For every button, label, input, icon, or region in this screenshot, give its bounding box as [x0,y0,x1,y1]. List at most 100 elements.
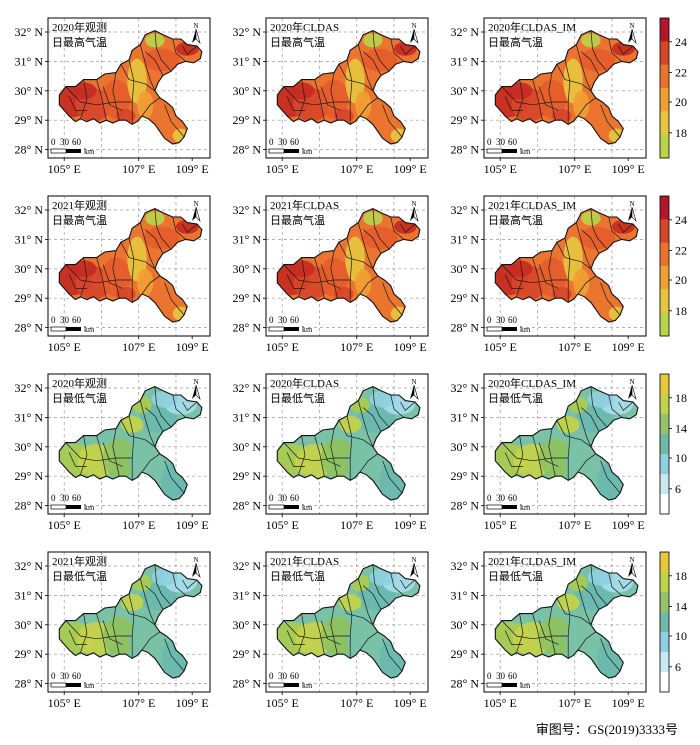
scalebar-tick: 30 [60,671,70,681]
panel-subtitle: 日最低气温 [52,569,107,583]
y-tick-label: 32° N [233,203,262,217]
county-boundary [382,104,403,138]
x-tick-label: 107° E [558,518,591,532]
county-boundary [144,585,164,610]
x-tick-label: 105° E [266,518,299,532]
scalebar-tick: 0 [487,493,492,503]
county-boundary [556,242,592,270]
panel-title: 2020年观测 [52,20,107,34]
county-boundary [182,223,198,233]
y-tick-label: 30° N [451,262,480,276]
colorbar-swatch [660,552,669,573]
county-boundary [400,223,416,233]
county-boundary [564,237,571,303]
scalebar-segment [502,149,517,153]
county-boundary [172,216,186,240]
colorbar-swatch [660,592,669,613]
county-boundary [286,274,305,289]
county-boundary [504,630,523,645]
county-boundary [112,606,120,655]
county-boundary [575,400,592,447]
map-frame [483,17,647,159]
panel-title: 2021年观测 [52,198,107,212]
north-label: N [411,22,416,30]
county-boundary [575,44,592,91]
panel-title: 2020年观测 [52,376,107,390]
y-tick-label: 31° N [233,54,262,68]
scalebar-tick: 0 [487,137,492,147]
y-tick-label: 29° N [451,647,480,661]
colorbar-swatch [660,312,669,337]
north-arrow [413,384,419,401]
panel-title: 2020年CLDAS_IM [488,376,576,390]
county-boundary [577,97,597,117]
region-outline [494,207,639,323]
x-tick-label: 107° E [558,696,591,710]
map-frame [483,373,647,515]
scalebar-segment [50,326,67,332]
x-tick-label: 107° E [340,696,373,710]
county-boundary [141,453,161,473]
county-boundary [501,442,569,462]
county-boundary [320,620,341,645]
county-boundary [182,45,198,55]
y-tick-label: 31° N [451,588,480,602]
map-frame [483,195,647,337]
county-boundary [400,401,416,411]
county-boundary [128,237,135,303]
county-boundary [532,435,543,477]
y-tick-label: 31° N [451,232,480,246]
county-boundary [286,630,305,645]
scalebar-segment [502,683,517,687]
panel-title: 2021年CLDAS_IM [488,198,576,212]
colorbar-swatch [660,454,669,475]
scalebar-tick: 0 [487,315,492,325]
region-outline [58,29,203,145]
county-boundary [548,428,556,477]
north-label: N [193,22,198,30]
scalebar-unit: km [302,325,313,334]
county-boundary [144,229,164,254]
scalebar-unit: km [520,147,531,156]
map-frame [47,17,211,159]
county-boundary [390,38,404,62]
y-tick-label: 29° N [451,291,480,305]
north-arrow [410,563,414,577]
colorbar-tick-label: 24 [675,213,687,227]
county-boundary [154,386,172,428]
colorbar-swatch [660,494,669,515]
map-frame [47,373,211,515]
panel-subtitle: 日最低气温 [52,391,107,405]
y-tick-label: 29° N [233,469,262,483]
y-tick-label: 29° N [15,469,44,483]
scalebar-segment [50,504,67,510]
scalebar-tick: 0 [51,315,56,325]
colorbar-tick-label: 20 [675,273,687,287]
x-tick-label: 107° E [340,340,373,354]
county-boundary [564,415,571,481]
map-frame [265,551,429,693]
scalebar-tick: 30 [496,315,506,325]
county-boundary [283,620,351,640]
x-tick-label: 107° E [340,162,373,176]
panel-subtitle: 日最高气温 [52,35,107,49]
x-tick-label: 105° E [48,696,81,710]
scalebar-segment [268,682,285,688]
county-boundary [501,264,569,284]
y-tick-label: 30° N [15,262,44,276]
scalebar-segment [268,148,285,154]
county-boundary [154,208,172,250]
county-boundary [120,242,156,270]
county-boundary [330,428,338,477]
colorbar-swatch [660,612,669,633]
county-boundary [390,572,404,596]
colorbar-swatch [660,434,669,455]
county-boundary [548,606,556,655]
y-tick-label: 32° N [451,381,480,395]
scalebar-segment [486,504,503,510]
county-boundary [556,598,592,626]
y-tick-label: 29° N [451,113,480,127]
